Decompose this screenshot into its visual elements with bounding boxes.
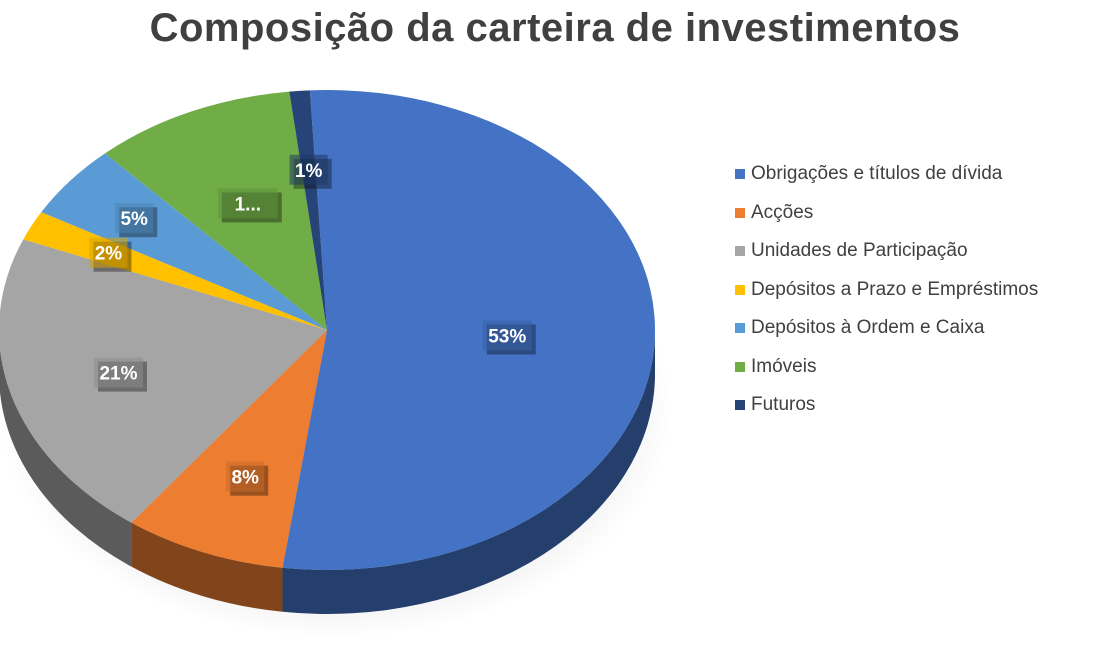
data-label-text: 8% (231, 468, 259, 489)
data-label-4: 5% (115, 203, 158, 238)
legend-swatch (735, 246, 745, 257)
legend-swatch (735, 169, 745, 180)
legend-label: Imóveis (751, 355, 817, 377)
pie-slice-1 (131, 330, 327, 568)
legend-label: Unidades de Participação (751, 240, 968, 262)
data-label-text: 21% (99, 364, 137, 385)
legend-swatch (735, 207, 745, 218)
legend-item: Acções (735, 194, 1038, 233)
data-label-6: 1% (289, 154, 332, 189)
data-label-box (482, 320, 532, 351)
data-label-3: 2% (89, 237, 132, 272)
data-label-box (93, 357, 143, 388)
data-label-text: 2% (95, 244, 123, 265)
data-label-text: 53% (488, 327, 526, 348)
legend-label: Acções (751, 201, 814, 223)
legend-swatch (735, 400, 745, 411)
data-label-box (115, 203, 154, 234)
chart-title: Composição da carteira de investimentos (149, 6, 961, 50)
data-label-5: 1... (217, 188, 282, 223)
data-label-box (217, 188, 278, 219)
chart-legend: Obrigações e títulos de dívida Acções Unid… (735, 155, 1038, 425)
legend-label: Depósitos à Ordem e Caixa (751, 317, 985, 339)
data-label-text: 5% (120, 209, 148, 230)
legend-swatch (735, 323, 745, 334)
data-label-text: 1% (295, 161, 323, 182)
pie-side-0 (282, 330, 655, 614)
legend-label: Obrigações e títulos de dívida (751, 163, 1003, 185)
pie-slice-0 (282, 90, 655, 570)
pie-side-1 (131, 522, 283, 612)
legend-label: Depósitos a Prazo e Empréstimos (751, 278, 1039, 300)
data-label-box (89, 237, 128, 268)
legend-item: Unidades de Participação (735, 232, 1038, 271)
legend-item: Futuros (735, 386, 1038, 425)
data-label-2: 21% (93, 357, 147, 392)
legend-label: Futuros (751, 394, 816, 416)
pie-slice-5 (104, 91, 327, 330)
legend-item: Obrigações e títulos de dívida (735, 155, 1038, 194)
pie-slice-4 (41, 153, 327, 330)
legend-swatch (735, 361, 745, 372)
data-label-0: 53% (482, 320, 536, 355)
pie-slice-6 (289, 90, 327, 330)
legend-item: Depósitos a Prazo e Empréstimos (735, 271, 1038, 310)
data-label-text: 1... (235, 194, 261, 215)
pie-side-2 (0, 348, 132, 567)
legend-swatch (735, 284, 745, 295)
pie-slice-2 (0, 239, 327, 523)
data-label-box (226, 461, 265, 492)
data-label-box (289, 154, 328, 185)
legend-item: Depósitos à Ordem e Caixa (735, 309, 1038, 348)
data-label-1: 8% (226, 461, 269, 496)
legend-item: Imóveis (735, 348, 1038, 387)
